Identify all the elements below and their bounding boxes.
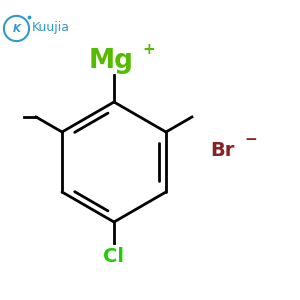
- Text: +: +: [142, 42, 155, 57]
- Text: Mg: Mg: [88, 47, 134, 74]
- Text: Kuujia: Kuujia: [32, 21, 70, 34]
- Text: K: K: [13, 23, 20, 34]
- Text: Br: Br: [210, 140, 234, 160]
- Text: −: −: [244, 132, 257, 147]
- Text: Cl: Cl: [103, 248, 124, 266]
